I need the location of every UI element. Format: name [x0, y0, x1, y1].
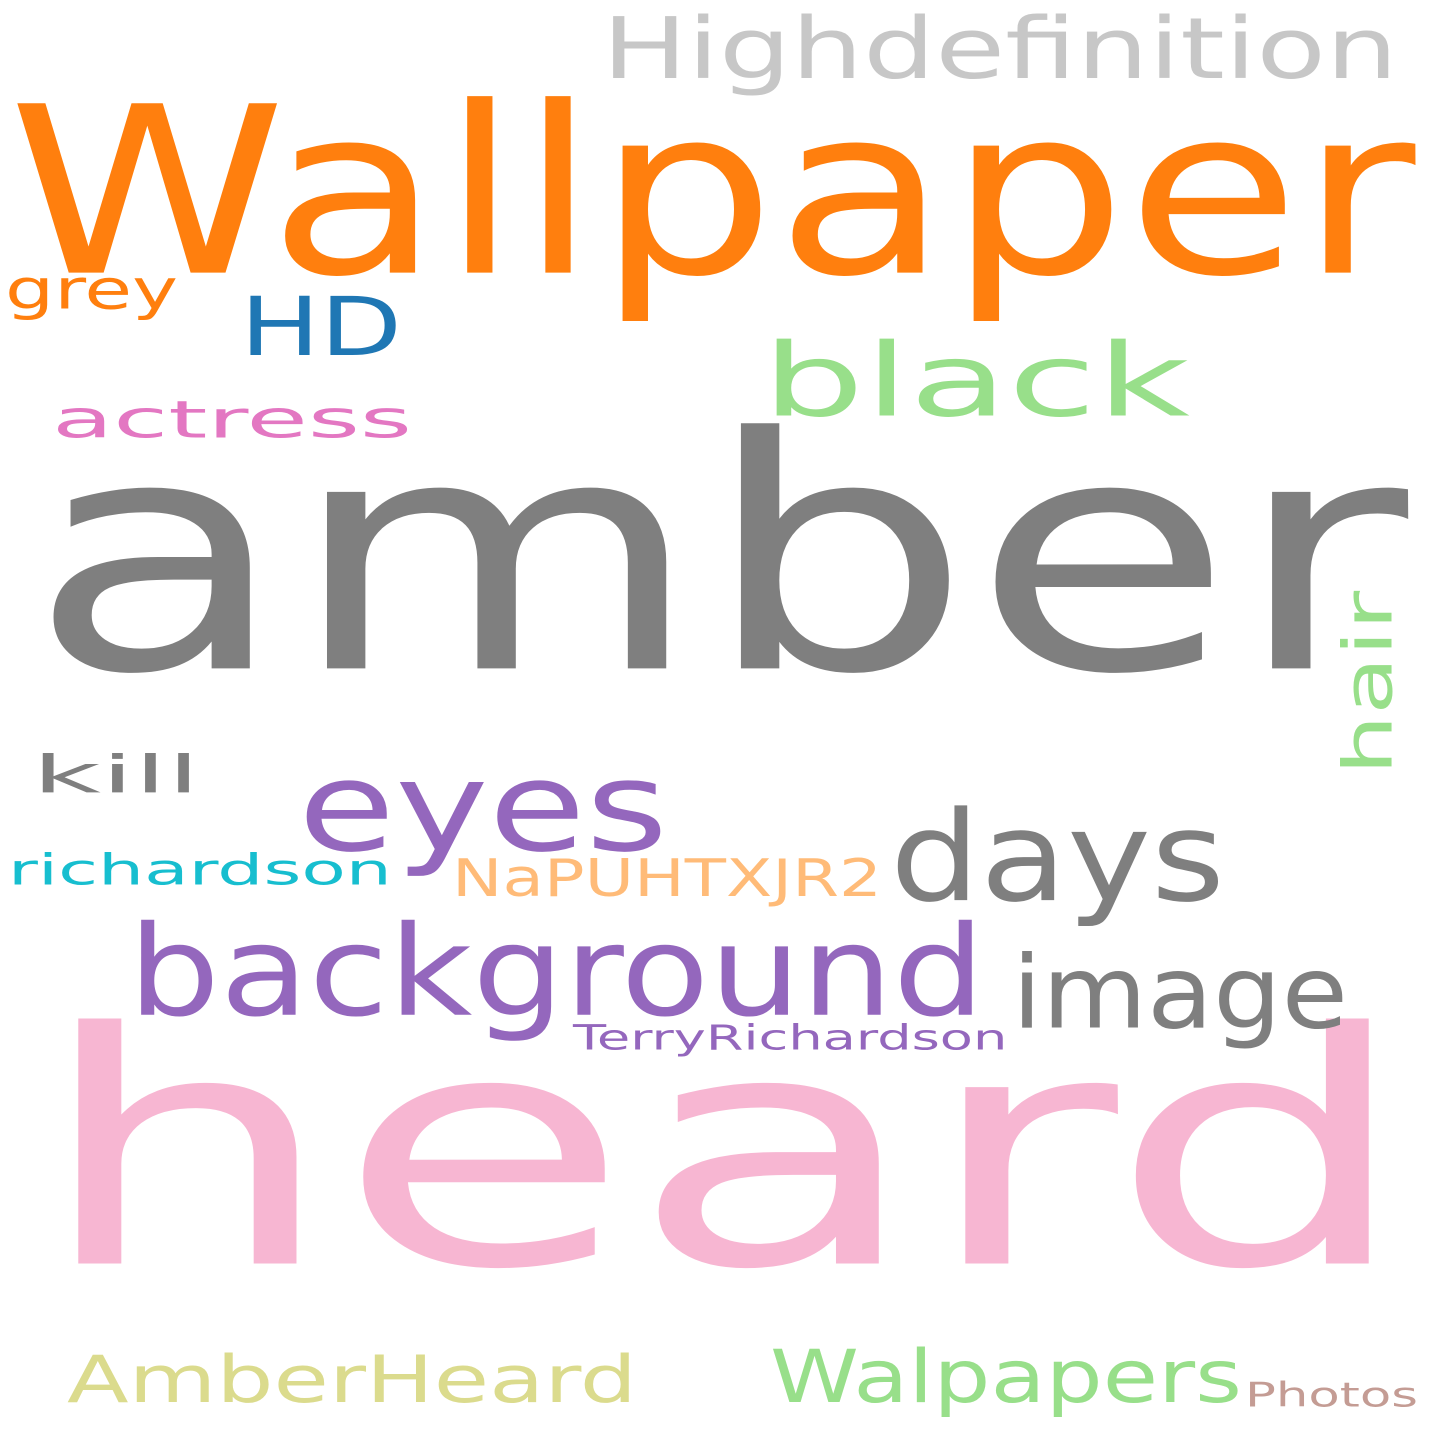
word-hd: HD [240, 280, 402, 375]
word-grey: grey [5, 258, 178, 322]
word-eyes: eyes [298, 735, 668, 880]
word-napuhtxjr2: NaPUHTXJR2 [452, 849, 882, 909]
word-wallpaper: Wallpaper [8, 57, 1419, 328]
word-background: background [128, 898, 985, 1044]
word-richardson: richardson [8, 846, 392, 895]
word-amber: amber [28, 369, 1413, 744]
word-amberheard: AmberHeard [67, 1342, 637, 1418]
word-terryrichardson: TerryRichardson [572, 1018, 1007, 1058]
word-heard: heard [35, 964, 1412, 1340]
word-highdefinition: Highdefinition [602, 0, 1398, 98]
word-actress: actress [52, 390, 412, 450]
word-black: black [762, 322, 1190, 440]
word-hair: hair [1330, 591, 1409, 775]
word-image: image [1012, 934, 1348, 1052]
word-photos: Photos [1245, 1376, 1418, 1415]
word-kill: kill [32, 744, 200, 804]
word-walpapers: Walpapers [770, 1335, 1242, 1420]
word-days: days [890, 784, 1225, 930]
